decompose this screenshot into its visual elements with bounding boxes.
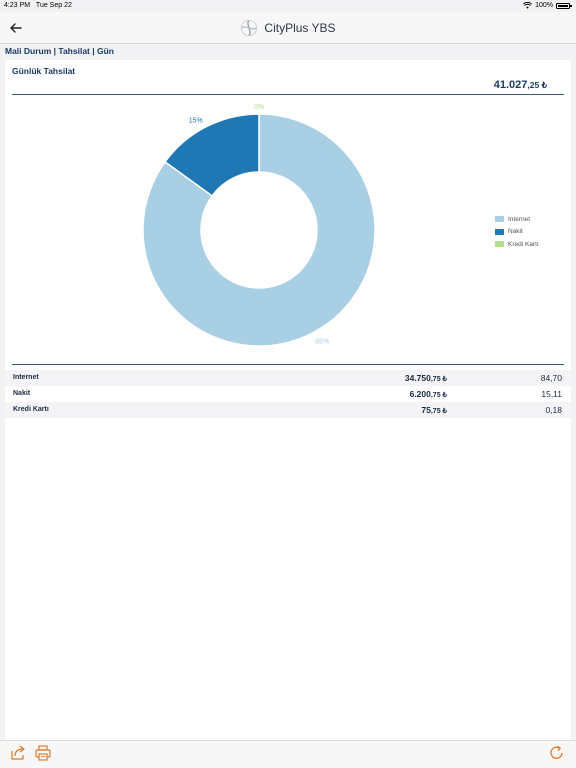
legend-item-kredi-karti[interactable]: Kredi Kartı — [495, 238, 539, 251]
status-right: 100% — [523, 2, 572, 9]
share-icon[interactable] — [9, 744, 27, 762]
total-amount-main: 41.027 — [493, 79, 528, 91]
bottom-toolbar — [0, 740, 576, 768]
legend-item-internet[interactable]: Internet — [495, 213, 539, 226]
navigation-bar: CityPlus YBS — [0, 12, 576, 44]
legend-label-kredi-karti: Kredi Kartı — [508, 240, 539, 248]
table-row[interactable]: Internet 34.750,75 ₺ 84,70 — [5, 370, 571, 386]
table-row[interactable]: Kredi Kartı 75,75 ₺ 0,18 — [5, 402, 571, 418]
wifi-icon — [523, 2, 533, 9]
row-label: Kredi Kartı — [13, 406, 49, 413]
battery-percent: 100% — [535, 2, 553, 9]
legend-item-nakit[interactable]: Nakit — [495, 226, 539, 239]
total-amount: 41.027,25 ₺ — [494, 79, 547, 91]
panel-title: Günlük Tahsilat — [12, 66, 76, 76]
divider — [12, 364, 564, 365]
donut-chart-svg: 85% 15% 0% — [142, 104, 376, 347]
slice-label-kredi-karti: 0% — [254, 104, 264, 111]
row-label: Nakit — [13, 390, 31, 397]
app-title: CityPlus YBS — [0, 19, 576, 37]
legend-swatch-nakit — [495, 228, 504, 235]
row-amount: 75,75 ₺ — [421, 405, 447, 415]
battery-icon — [556, 2, 572, 9]
donut-slice-nakit[interactable] — [164, 113, 260, 197]
legend-label-nakit: Nakit — [508, 228, 523, 236]
slice-label-nakit: 15% — [189, 118, 203, 125]
row-percent: 84,70 — [540, 373, 562, 383]
cityplus-logo-icon — [241, 19, 258, 37]
row-amount: 6.200,75 ₺ — [409, 389, 447, 399]
legend-swatch-internet — [495, 216, 504, 223]
table-row[interactable]: Nakit 6.200,75 ₺ 15,11 — [5, 386, 571, 402]
status-time: 4:23 PM Tue Sep 22 — [4, 2, 72, 9]
collection-table: Internet 34.750,75 ₺ 84,70 Nakit 6.200,7… — [5, 370, 571, 418]
total-amount-decimal: ,25 ₺ — [527, 80, 547, 90]
chart-legend: Internet Nakit Kredi Kartı — [495, 213, 539, 251]
legend-label-internet: Internet — [508, 215, 531, 223]
breadcrumb: Mali Durum | Tahsilat | Gün — [5, 46, 114, 56]
collection-panel: Günlük Tahsilat 41.027,25 ₺ 85% 15% 0% Int… — [5, 60, 571, 740]
slice-label-internet: 85% — [315, 338, 329, 345]
print-icon[interactable] — [34, 744, 52, 762]
row-percent: 0,18 — [545, 405, 562, 415]
divider — [12, 94, 564, 95]
legend-swatch-kredi-karti — [495, 241, 504, 248]
donut-chart: 85% 15% 0% — [5, 100, 571, 360]
row-label: Internet — [13, 374, 39, 381]
status-bar: 4:23 PM Tue Sep 22 100% — [0, 0, 576, 12]
refresh-icon[interactable] — [548, 744, 566, 762]
app-title-text: CityPlus YBS — [264, 21, 336, 35]
donut-slice-internet[interactable] — [142, 113, 376, 347]
row-amount: 34.750,75 ₺ — [404, 373, 447, 383]
back-arrow-icon[interactable] — [8, 20, 24, 36]
row-percent: 15,11 — [541, 389, 562, 399]
